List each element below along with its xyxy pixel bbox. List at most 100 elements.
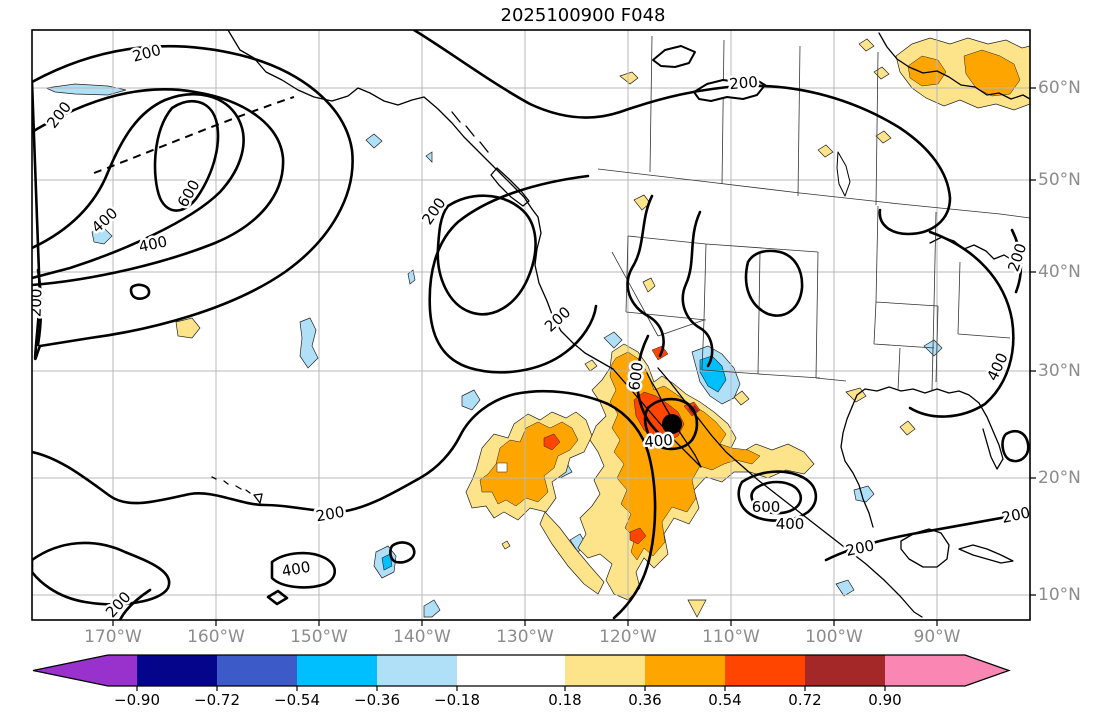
colorbar-tick-label: −0.18 bbox=[434, 691, 480, 709]
colorbar-segment bbox=[297, 655, 377, 686]
contour-blob bbox=[1001, 430, 1030, 463]
colorbar-segment bbox=[645, 655, 725, 686]
contour-400 bbox=[643, 397, 699, 451]
contour-600 bbox=[750, 480, 803, 515]
neg-anomaly-patch bbox=[461, 389, 481, 411]
colorbar-tick-label: −0.54 bbox=[274, 691, 320, 709]
lakes bbox=[652, 45, 851, 197]
neg-anomaly-patch bbox=[425, 151, 433, 163]
coastline bbox=[612, 368, 702, 468]
colorbar-outline bbox=[32, 654, 1011, 687]
pos-anomaly-patch bbox=[539, 511, 605, 595]
neg-anomaly-patch bbox=[423, 599, 441, 618]
y-tick-label: 10°N bbox=[1038, 585, 1081, 605]
hawaii-islands bbox=[211, 476, 263, 504]
contour-label: 200 bbox=[844, 536, 876, 560]
contour-200 bbox=[32, 44, 354, 361]
pos-anomaly-patch bbox=[619, 71, 639, 85]
x-tick-label: 120°W bbox=[599, 627, 657, 647]
contour-600 bbox=[153, 99, 220, 212]
neg-anomaly-patch bbox=[853, 485, 875, 503]
x-tick-label: 100°W bbox=[805, 627, 863, 647]
y-tick-label: 20°N bbox=[1038, 468, 1081, 488]
neg-anomaly-core bbox=[381, 553, 393, 571]
pos-anomaly-max bbox=[543, 433, 561, 451]
contour-label: 200 bbox=[102, 588, 135, 621]
y-tick-label: 40°N bbox=[1038, 262, 1081, 282]
coastline bbox=[490, 167, 530, 207]
chart-title: 2025100900 F048 bbox=[500, 5, 666, 26]
contour-200 bbox=[118, 588, 152, 620]
contour-400 bbox=[908, 230, 1015, 418]
x-tick-label: 140°W bbox=[393, 627, 451, 647]
anomaly-fill-lightblue bbox=[44, 83, 943, 618]
great-bear-lake bbox=[652, 45, 696, 68]
neg-anomaly-patch bbox=[299, 317, 319, 369]
colorbar-segment bbox=[565, 655, 645, 686]
coastline bbox=[900, 528, 950, 568]
colorbar-tick-label: 0.18 bbox=[548, 691, 582, 709]
pos-anomaly-core bbox=[496, 462, 508, 473]
contour-label: 400 bbox=[983, 350, 1011, 384]
axis-ticks bbox=[112, 87, 1036, 626]
contour-200 bbox=[32, 389, 657, 620]
colorbar-tick-label: −0.36 bbox=[354, 691, 400, 709]
pos-anomaly-patch bbox=[501, 540, 511, 550]
neg-anomaly-patch bbox=[365, 133, 383, 149]
pos-anomaly-max bbox=[629, 527, 647, 545]
map-frame bbox=[31, 29, 1031, 621]
colorbar-segment bbox=[725, 655, 805, 686]
pos-anomaly-patch bbox=[858, 38, 875, 52]
contour-label: 200 bbox=[729, 73, 759, 93]
contour-label: 200 bbox=[1004, 241, 1030, 274]
pos-anomaly-patch bbox=[584, 359, 598, 372]
colorbar-segment bbox=[217, 655, 297, 686]
coastline bbox=[227, 30, 614, 370]
x-tick-label: 170°W bbox=[84, 627, 142, 647]
border-line bbox=[597, 168, 1030, 219]
colorbar-ticks bbox=[136, 686, 886, 691]
contour-200 bbox=[32, 87, 285, 287]
pos-anomaly-patch bbox=[875, 130, 892, 144]
colorbar-segment bbox=[137, 655, 217, 686]
coastline bbox=[851, 386, 1004, 470]
pos-anomaly-patch bbox=[873, 66, 890, 80]
contour-200 bbox=[824, 511, 1030, 562]
y-tick-label: 30°N bbox=[1038, 361, 1081, 381]
contour-200 bbox=[36, 268, 43, 347]
pos-anomaly-patch bbox=[817, 144, 834, 158]
contour-200 bbox=[436, 194, 537, 316]
colorbar-segment bbox=[805, 655, 885, 686]
neg-anomaly-patch bbox=[44, 83, 127, 96]
contour-label: 200 bbox=[541, 303, 574, 336]
border-line bbox=[897, 261, 1011, 391]
border-line bbox=[873, 205, 939, 391]
contour-label: 200 bbox=[418, 194, 449, 228]
anomaly-fill-yellow bbox=[14, 37, 1030, 618]
contour-label: 200 bbox=[43, 98, 75, 132]
colorbar-tick-label: −0.90 bbox=[114, 691, 160, 709]
neg-anomaly-patch bbox=[407, 269, 416, 285]
y-tick-label: 60°N bbox=[1038, 78, 1081, 98]
neg-anomaly-patch bbox=[91, 227, 113, 245]
contour-400 bbox=[270, 551, 337, 589]
colorbar-tick-label: 0.90 bbox=[868, 691, 902, 709]
colorbar-segment bbox=[457, 655, 565, 686]
colorbar bbox=[32, 654, 1011, 691]
colorbar-tick-label: 0.54 bbox=[708, 691, 742, 709]
border-line bbox=[701, 251, 847, 382]
y-tick-label: 50°N bbox=[1038, 170, 1081, 190]
pos-anomaly-core bbox=[963, 49, 1021, 97]
contour-400 bbox=[32, 92, 245, 280]
contour-blob bbox=[266, 589, 289, 606]
coastline bbox=[878, 32, 1030, 100]
neg-anomaly-core bbox=[699, 355, 727, 393]
contour-label: 400 bbox=[644, 431, 674, 451]
pos-anomaly-patch bbox=[14, 140, 30, 154]
anomaly-fill-cyan bbox=[381, 355, 727, 571]
contour-400 bbox=[737, 470, 818, 522]
coastline bbox=[840, 406, 874, 528]
storm-center-marker bbox=[662, 414, 682, 434]
colorbar-extend-left bbox=[33, 655, 137, 686]
